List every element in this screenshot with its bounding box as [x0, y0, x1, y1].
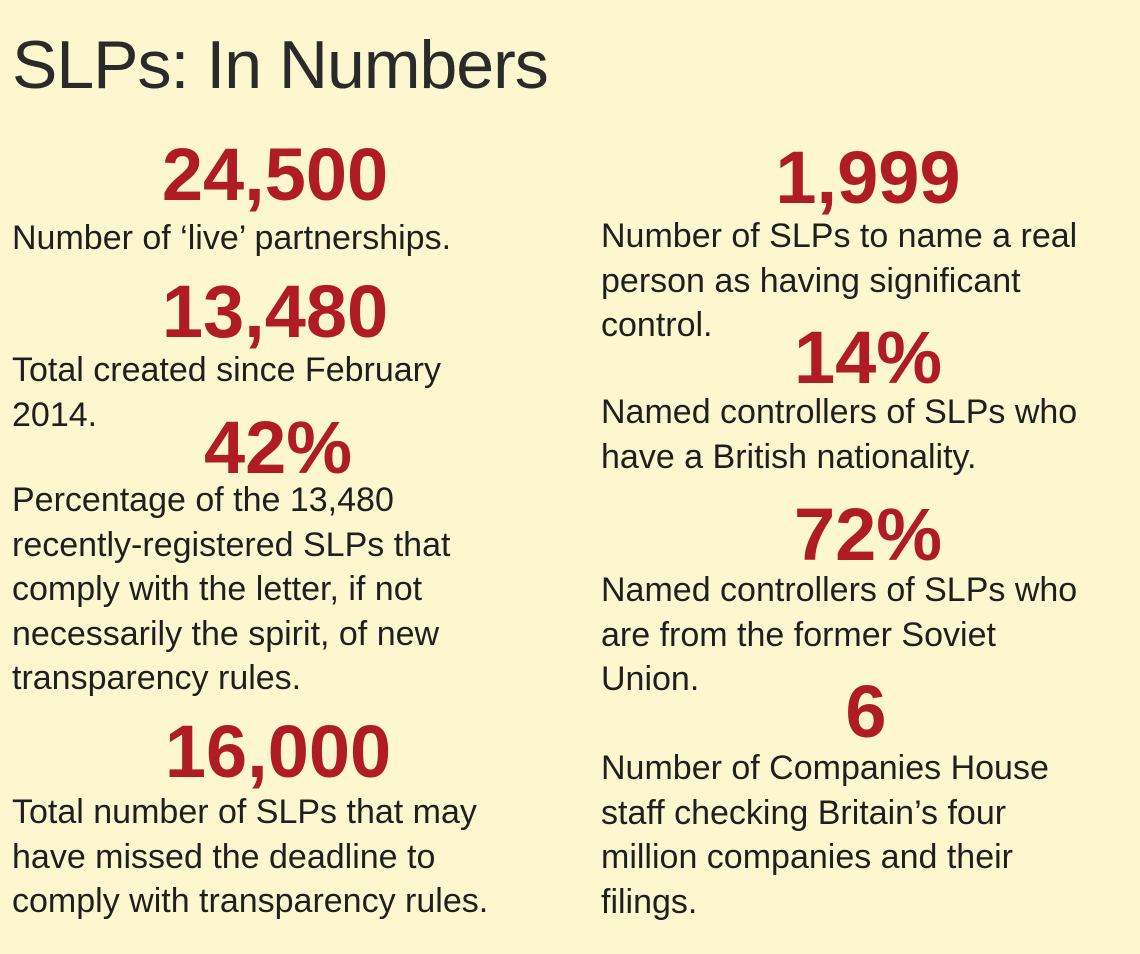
- stat-description: have a British nationality.: [601, 437, 977, 476]
- stat-description: Named controllers of SLPs who: [601, 393, 1078, 431]
- stat-number: 1,999: [775, 136, 961, 219]
- stat-number: 72%: [793, 493, 943, 576]
- stat-description: comply with transparency rules.: [12, 882, 489, 920]
- stat-description: have missed the deadline to: [12, 837, 436, 876]
- stat-description: Named controllers of SLPs who: [601, 571, 1078, 609]
- stat-number: 24,500: [161, 133, 389, 216]
- stat-description: Total created since February: [12, 351, 441, 389]
- stat-number: 42%: [203, 406, 353, 489]
- title: SLPs: In Numbers: [12, 27, 549, 103]
- stat-description: necessarily the spirit, of new: [12, 614, 440, 653]
- stat-description: person as having significant: [601, 261, 1021, 300]
- stat-description: Number of SLPs to name a real: [601, 217, 1078, 255]
- stat-description: recently-registered SLPs that: [12, 525, 451, 564]
- stat-description: Number of ‘live’ partnerships.: [12, 219, 452, 257]
- stat-description: million companies and their: [601, 838, 1013, 876]
- stat-description: comply with the letter, if not: [12, 570, 423, 608]
- stat-description: staff checking Britain’s four: [601, 793, 1007, 832]
- stat-description: Union.: [601, 660, 700, 698]
- stat-number: 16,000: [164, 710, 392, 793]
- stat-number: 13,480: [161, 270, 389, 353]
- stat-description: 2014.: [12, 395, 98, 434]
- stat-description: transparency rules.: [12, 659, 302, 697]
- stat-description: control.: [601, 306, 713, 344]
- stat-number: 6: [845, 670, 887, 753]
- stat-number: 14%: [793, 316, 943, 399]
- stat-description: filings.: [601, 882, 698, 921]
- stat-description: Percentage of the 13,480: [12, 481, 394, 519]
- stat-description: are from the former Soviet: [601, 615, 996, 654]
- stat-description: Number of Companies House: [601, 749, 1049, 787]
- stat-description: Total number of SLPs that may: [12, 793, 477, 831]
